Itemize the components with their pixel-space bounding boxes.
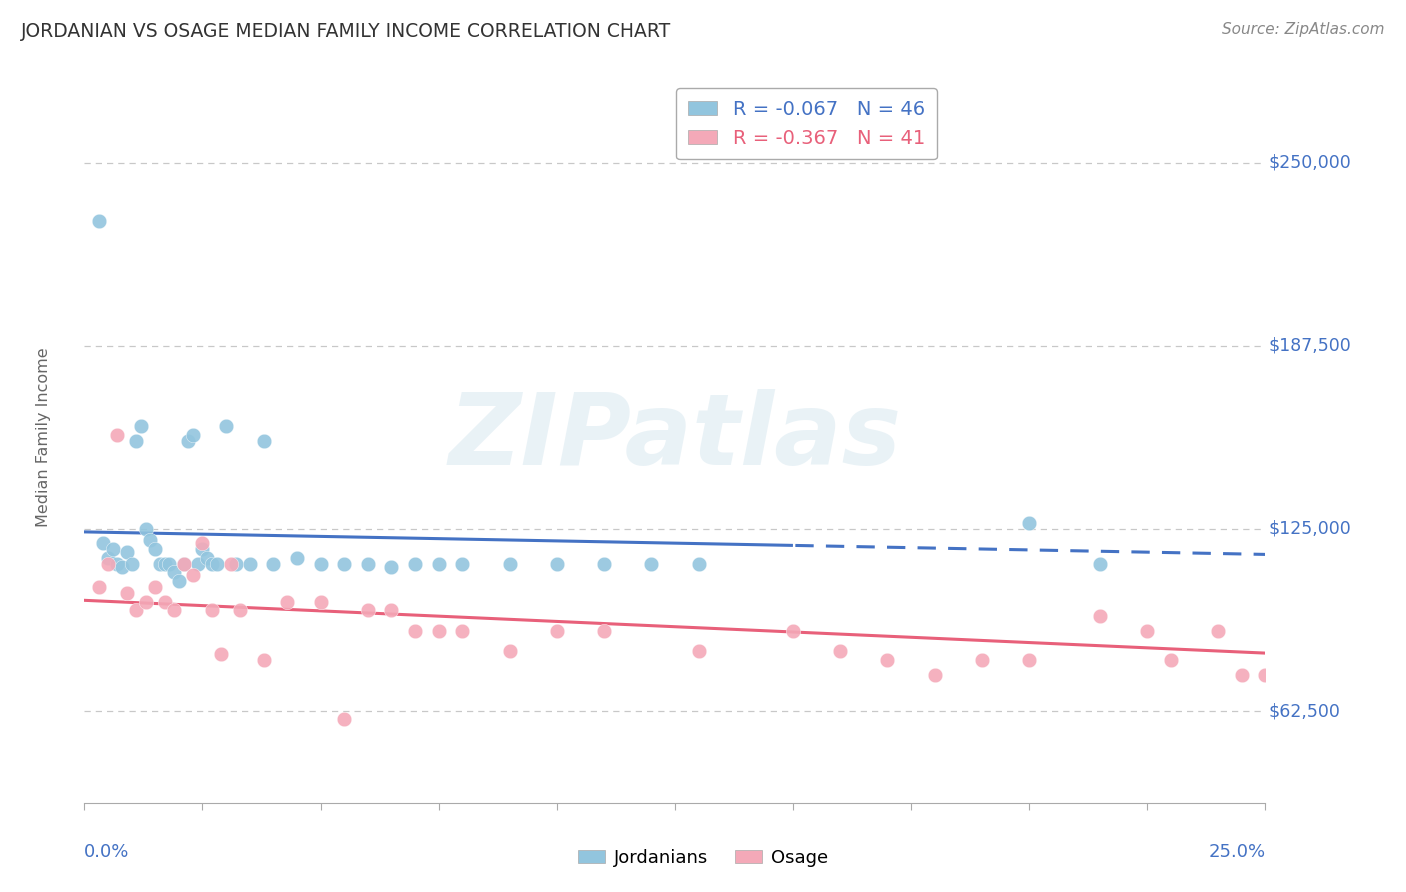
Point	[125, 603, 148, 617]
Point	[163, 566, 186, 580]
Point	[309, 557, 332, 571]
Point	[191, 536, 214, 550]
Point	[181, 568, 204, 582]
Text: Median Family Income: Median Family Income	[35, 347, 51, 527]
Point	[451, 624, 474, 638]
Point	[924, 667, 946, 682]
Point	[205, 557, 228, 571]
Legend: Jordanians, Osage: Jordanians, Osage	[571, 842, 835, 874]
Point	[219, 557, 242, 571]
Point	[121, 557, 143, 571]
Point	[404, 624, 426, 638]
Point	[191, 541, 214, 556]
Point	[1088, 609, 1111, 624]
Point	[1230, 667, 1253, 682]
Point	[129, 419, 152, 434]
Point	[546, 624, 568, 638]
Point	[177, 434, 200, 448]
Point	[107, 428, 129, 442]
Point	[209, 648, 232, 662]
Point	[285, 550, 308, 565]
Point	[498, 644, 520, 658]
Point	[91, 536, 114, 550]
Point	[357, 557, 380, 571]
Point	[143, 580, 166, 594]
Point	[167, 574, 190, 589]
Point	[380, 603, 402, 617]
Point	[876, 653, 898, 667]
Point	[181, 428, 204, 442]
Point	[115, 545, 138, 559]
Point	[201, 603, 224, 617]
Point	[97, 550, 120, 565]
Point	[593, 624, 616, 638]
Point	[640, 557, 662, 571]
Point	[215, 419, 238, 434]
Point	[173, 557, 195, 571]
Point	[153, 557, 176, 571]
Point	[187, 557, 209, 571]
Point	[1136, 624, 1159, 638]
Point	[1018, 653, 1040, 667]
Point	[97, 557, 120, 571]
Point	[1206, 624, 1229, 638]
Point	[546, 557, 568, 571]
Point	[782, 624, 804, 638]
Point	[135, 521, 157, 535]
Point	[87, 214, 110, 228]
Point	[970, 653, 993, 667]
Text: ZIPatlas: ZIPatlas	[449, 389, 901, 485]
Point	[688, 644, 710, 658]
Point	[1018, 516, 1040, 530]
Point	[688, 557, 710, 571]
Text: 0.0%: 0.0%	[84, 843, 129, 861]
Point	[1160, 653, 1182, 667]
Point	[309, 595, 332, 609]
Legend: R = -0.067   N = 46, R = -0.367   N = 41: R = -0.067 N = 46, R = -0.367 N = 41	[676, 88, 936, 160]
Text: $125,000: $125,000	[1270, 519, 1351, 538]
Point	[239, 557, 262, 571]
Point	[253, 653, 276, 667]
Text: $62,500: $62,500	[1270, 702, 1341, 721]
Point	[357, 603, 380, 617]
Text: JORDANIAN VS OSAGE MEDIAN FAMILY INCOME CORRELATION CHART: JORDANIAN VS OSAGE MEDIAN FAMILY INCOME …	[21, 22, 671, 41]
Point	[153, 595, 176, 609]
Point	[157, 557, 180, 571]
Point	[111, 559, 134, 574]
Point	[225, 557, 247, 571]
Point	[101, 541, 124, 556]
Point	[380, 559, 402, 574]
Point	[135, 595, 157, 609]
Point	[173, 557, 195, 571]
Point	[333, 712, 356, 726]
Text: $187,500: $187,500	[1270, 336, 1351, 355]
Point	[404, 557, 426, 571]
Point	[451, 557, 474, 571]
Point	[276, 595, 298, 609]
Point	[195, 550, 218, 565]
Point	[1254, 667, 1277, 682]
Point	[262, 557, 284, 571]
Point	[593, 557, 616, 571]
Point	[253, 434, 276, 448]
Point	[201, 557, 224, 571]
Point	[143, 541, 166, 556]
Point	[229, 603, 252, 617]
Point	[1088, 557, 1111, 571]
Point	[139, 533, 162, 548]
Point	[125, 434, 148, 448]
Text: Source: ZipAtlas.com: Source: ZipAtlas.com	[1222, 22, 1385, 37]
Text: $250,000: $250,000	[1270, 153, 1351, 172]
Point	[830, 644, 852, 658]
Point	[107, 557, 129, 571]
Text: 25.0%: 25.0%	[1208, 843, 1265, 861]
Point	[427, 624, 450, 638]
Point	[427, 557, 450, 571]
Point	[333, 557, 356, 571]
Point	[87, 580, 110, 594]
Point	[149, 557, 172, 571]
Point	[115, 586, 138, 600]
Point	[163, 603, 186, 617]
Point	[498, 557, 520, 571]
